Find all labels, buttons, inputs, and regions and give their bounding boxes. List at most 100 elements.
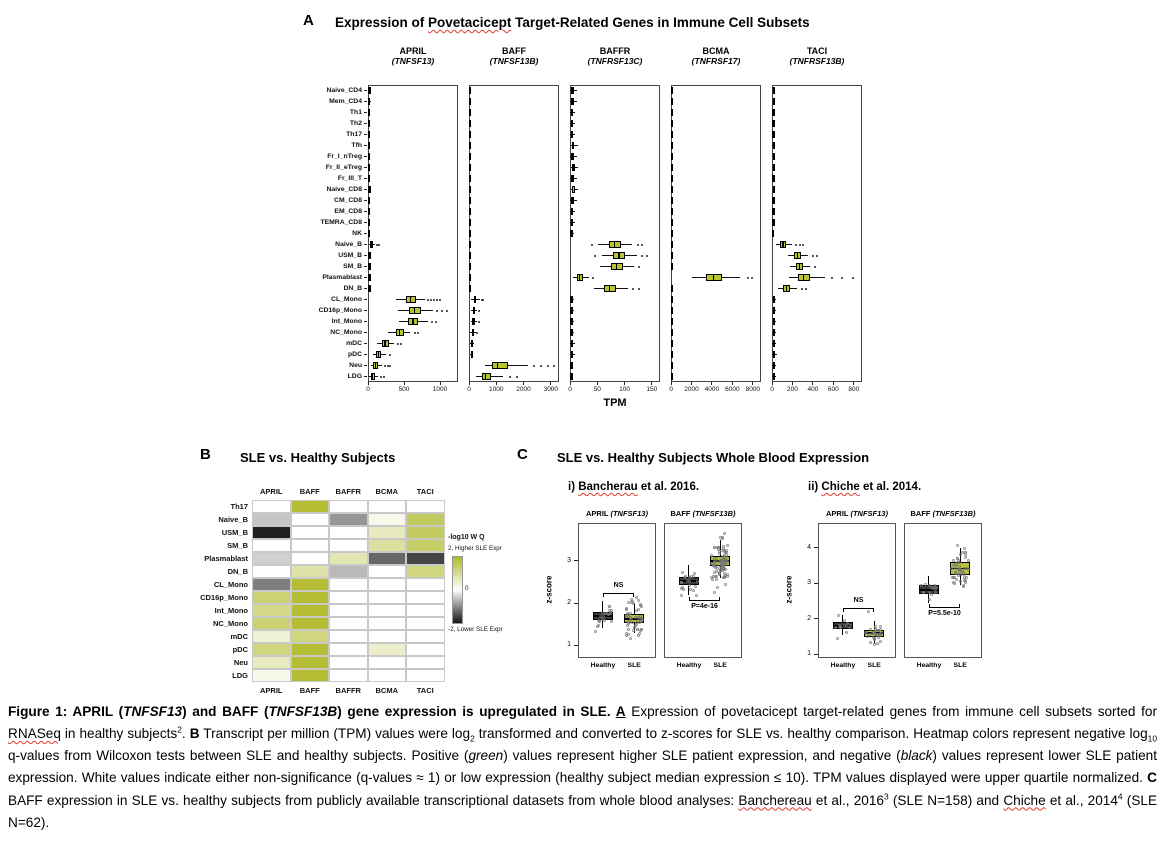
heatmap-cell bbox=[406, 552, 445, 565]
heatmap-cell bbox=[290, 656, 329, 669]
heatmap-cell bbox=[367, 669, 406, 682]
text-run: C bbox=[1147, 770, 1157, 786]
heatmap-cell bbox=[406, 513, 445, 526]
scatter-dot bbox=[597, 618, 601, 622]
outlier-dot bbox=[840, 276, 843, 279]
x-tick-label: 0 bbox=[467, 386, 471, 393]
median-line bbox=[772, 373, 774, 380]
heatmap-cell bbox=[406, 591, 445, 604]
scatter-dot bbox=[695, 579, 699, 583]
row-tick bbox=[364, 90, 367, 91]
scatter-dot bbox=[637, 618, 641, 622]
text-run: in healthy subjects bbox=[60, 726, 178, 742]
scatter-dot bbox=[714, 577, 718, 581]
gene-header: BAFF (TNFSF13B) bbox=[461, 46, 567, 66]
median-line bbox=[368, 197, 370, 204]
x-tick bbox=[771, 382, 773, 385]
row-label: Th2 bbox=[349, 119, 362, 127]
gene-symbol: (TNFSF13) bbox=[391, 56, 435, 66]
text-run: ii) bbox=[808, 481, 822, 493]
scatter-dot bbox=[716, 567, 720, 571]
text-run: 10 bbox=[1147, 733, 1158, 744]
panel-c-label: C bbox=[517, 446, 528, 463]
median-line bbox=[372, 373, 374, 380]
heatmap-cell bbox=[252, 591, 291, 604]
median-line bbox=[468, 142, 470, 149]
row-tick bbox=[364, 255, 367, 256]
row-label: DN_B bbox=[343, 284, 362, 292]
row-tick bbox=[364, 376, 367, 377]
scatter-dot bbox=[952, 559, 956, 563]
median-line bbox=[468, 241, 471, 248]
scatter-dot bbox=[845, 621, 849, 625]
heatmap-col-label-bottom: APRIL bbox=[260, 686, 283, 695]
scatter-dot bbox=[963, 567, 967, 571]
scatter-dot bbox=[933, 584, 937, 588]
scatter-dot bbox=[633, 626, 637, 630]
scatter-dot bbox=[639, 629, 643, 633]
median-line bbox=[368, 164, 370, 171]
text-run: et al. 2016. bbox=[637, 481, 700, 493]
dataset-label: ii) Chiche et al. 2014. bbox=[808, 481, 921, 493]
heatmap-cell bbox=[252, 578, 291, 591]
scatter-dot bbox=[629, 636, 633, 640]
median-line bbox=[772, 186, 774, 193]
scatter-dot bbox=[602, 615, 606, 619]
panel-b-label: B bbox=[200, 446, 211, 463]
median-line bbox=[468, 208, 470, 215]
heatmap-cell bbox=[329, 526, 368, 539]
scatter-dot bbox=[836, 636, 840, 640]
scatter-dot bbox=[717, 559, 721, 563]
median-line bbox=[468, 175, 470, 182]
heatmap-cell bbox=[290, 578, 329, 591]
heatmap-cell bbox=[290, 513, 329, 526]
heatmap-cell bbox=[329, 500, 368, 513]
median-line bbox=[670, 340, 672, 347]
scatter-dot bbox=[716, 586, 720, 590]
heatmap-cell bbox=[329, 565, 368, 578]
heatmap-cell bbox=[290, 539, 329, 552]
row-tick bbox=[364, 299, 367, 300]
heatmap-cell bbox=[252, 617, 291, 630]
row-label: Plasmablast bbox=[322, 273, 362, 281]
plot-header-text: (TNFSF13B) bbox=[692, 509, 736, 518]
median-line bbox=[412, 318, 414, 325]
median-line bbox=[670, 197, 672, 204]
median-line bbox=[670, 373, 672, 380]
y-tick bbox=[814, 618, 818, 620]
heatmap-cell bbox=[252, 643, 291, 656]
heatmap-row-label: mDC bbox=[230, 632, 248, 641]
median-line bbox=[670, 241, 672, 248]
heatmap-cell bbox=[367, 643, 406, 656]
scatter-dot bbox=[864, 631, 868, 635]
median-line bbox=[802, 274, 804, 281]
y-tick bbox=[814, 547, 818, 549]
y-tick bbox=[574, 602, 578, 604]
outlier-dot bbox=[377, 243, 380, 246]
scatter-dot bbox=[966, 568, 970, 572]
median-line bbox=[571, 153, 573, 160]
heatmap-cell bbox=[329, 643, 368, 656]
heatmap-cell bbox=[252, 539, 291, 552]
heatmap-cell bbox=[290, 526, 329, 539]
median-line bbox=[570, 362, 572, 369]
x-tick bbox=[550, 382, 552, 385]
plot-header-text: APRIL bbox=[826, 509, 851, 518]
x-tick-label: 6000 bbox=[725, 386, 740, 393]
gene-header: TACI (TNFRSF13B) bbox=[764, 46, 870, 66]
row-label: TEMRA_CD8 bbox=[320, 218, 362, 226]
text-run: Transcript per million (TPM) values were… bbox=[199, 726, 471, 742]
outlier-dot bbox=[831, 276, 834, 279]
outlier-dot bbox=[388, 353, 391, 356]
median-line bbox=[384, 340, 386, 347]
scatter-dot bbox=[687, 584, 691, 588]
x-tick bbox=[624, 382, 626, 385]
legend-label-low: -2, Lower SLE Expr bbox=[448, 626, 503, 633]
scatter-dot bbox=[867, 632, 871, 636]
heatmap-cell bbox=[406, 630, 445, 643]
text-run: ) gene expression is upregulated in SLE. bbox=[337, 704, 616, 719]
median-line bbox=[468, 98, 470, 105]
median-line bbox=[772, 153, 774, 160]
